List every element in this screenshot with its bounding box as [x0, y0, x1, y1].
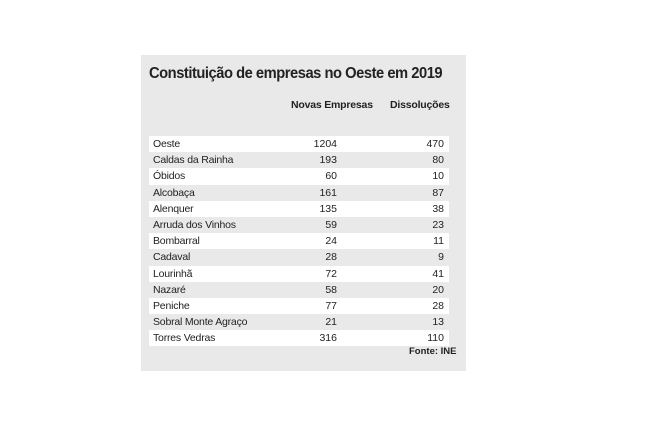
row-dissolucoes: 9: [438, 251, 444, 264]
row-dissolucoes: 13: [432, 316, 444, 329]
row-novas-empresas: 1204: [313, 138, 337, 151]
row-dissolucoes: 28: [432, 299, 444, 312]
row-dissolucoes: 20: [432, 283, 444, 296]
row-novas-empresas: 28: [325, 251, 337, 264]
row-novas-empresas: 21: [325, 316, 337, 329]
row-municipality: Bombarral: [153, 235, 200, 248]
row-dissolucoes: 41: [432, 267, 444, 280]
table-row: Cadaval 28 9: [149, 249, 449, 266]
table-row: Alenquer 135 38: [149, 200, 449, 217]
row-dissolucoes: 10: [432, 170, 444, 183]
row-novas-empresas: 24: [325, 235, 337, 248]
row-novas-empresas: 135: [319, 202, 337, 215]
row-dissolucoes: 110: [427, 332, 444, 345]
column-header-dissolucoes: Dissoluções: [390, 99, 450, 111]
row-dissolucoes: 11: [433, 235, 444, 248]
table-panel: Constituição de empresas no Oeste em 201…: [141, 55, 466, 371]
table-title: Constituição de empresas no Oeste em 201…: [149, 65, 443, 82]
row-novas-empresas: 193: [319, 154, 337, 167]
row-novas-empresas: 316: [319, 332, 337, 345]
row-novas-empresas: 59: [325, 219, 337, 232]
row-dissolucoes: 80: [432, 154, 444, 167]
row-municipality: Oeste: [153, 138, 181, 151]
row-municipality: Lourinhã: [153, 267, 193, 280]
row-dissolucoes: 87: [432, 186, 444, 199]
column-header-novas-empresas: Novas Empresas: [291, 99, 373, 111]
table-row: Oeste 1204 470: [149, 136, 449, 153]
table-row: Alcobaça 161 87: [149, 184, 449, 201]
table-row: Peniche 77 28: [149, 297, 449, 315]
source-note: Fonte: INE: [409, 346, 457, 357]
table-row: Lourinhã 72 41: [149, 265, 449, 282]
row-dissolucoes: 38: [432, 202, 444, 215]
table-row: Óbidos 60 10: [149, 168, 449, 185]
row-municipality: Alenquer: [153, 202, 194, 215]
table-row: Torres Vedras 316 110: [149, 330, 449, 347]
row-municipality: Caldas da Rainha: [153, 154, 234, 167]
table-row: Bombarral 24 11: [149, 233, 449, 250]
table-row: Sobral Monte Agraço 21 13: [149, 314, 449, 331]
row-novas-empresas: 58: [325, 283, 337, 296]
row-novas-empresas: 77: [325, 299, 337, 312]
row-municipality: Arruda dos Vinhos: [153, 219, 236, 232]
row-dissolucoes: 470: [426, 138, 444, 151]
row-municipality: Alcobaça: [153, 186, 195, 199]
table-body: Oeste 1204 470 Caldas da Rainha 193 80 Óbidos 6…: [149, 136, 449, 347]
row-novas-empresas: 60: [325, 170, 337, 183]
row-municipality: Óbidos: [153, 170, 186, 183]
row-municipality: Torres Vedras: [153, 332, 216, 345]
row-novas-empresas: 161: [319, 186, 337, 199]
row-novas-empresas: 72: [325, 267, 337, 280]
row-dissolucoes: 23: [432, 219, 444, 232]
table-row: Arruda dos Vinhos 59 23: [149, 216, 449, 234]
row-municipality: Peniche: [153, 299, 190, 312]
table-row: Caldas da Rainha 193 80: [149, 152, 449, 169]
row-municipality: Sobral Monte Agraço: [153, 316, 248, 329]
table-row: Nazaré 58 20: [149, 281, 449, 298]
row-municipality: Cadaval: [153, 251, 191, 264]
row-municipality: Nazaré: [153, 283, 186, 296]
